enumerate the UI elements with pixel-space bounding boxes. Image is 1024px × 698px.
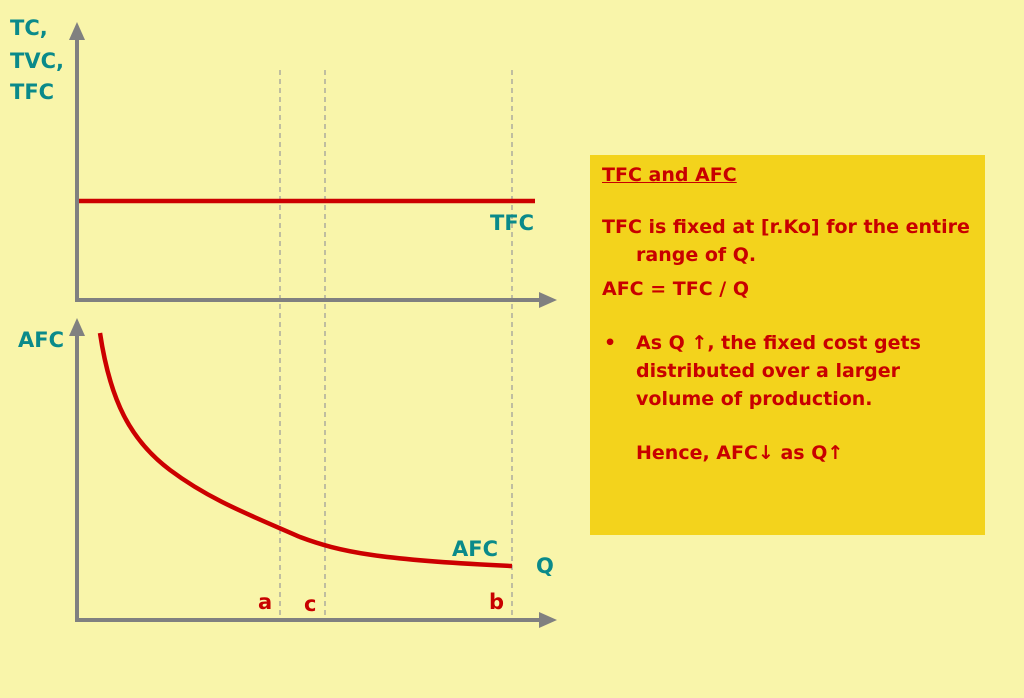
- y-axis-label: AFC: [18, 328, 64, 352]
- guide-lines: [279, 70, 513, 620]
- note-box: TFC and AFC TFC is fixed at [r.Ko] for t…: [590, 155, 985, 535]
- curve-label: TFC: [490, 211, 534, 235]
- afc-curve: [97, 332, 513, 569]
- note-paragraph: TFC is fixed at [r.Ko] for the entire ra…: [602, 216, 970, 266]
- note-bullet: As Q ↑, the fixed cost gets distributed …: [602, 329, 973, 413]
- y-axis-label: TVC,: [10, 49, 64, 73]
- note-conclusion: Hence, AFC↓ as Q↑: [636, 442, 844, 464]
- axis-arrows: [69, 22, 557, 628]
- curve-label: AFC: [452, 537, 498, 561]
- y-axis-label: TC,: [10, 16, 48, 40]
- x-axis-label: Q: [536, 554, 554, 578]
- note-paragraph: AFC = TFC / Q: [602, 278, 749, 300]
- y-axis-label: TFC: [10, 80, 54, 104]
- point-label: a: [258, 590, 272, 614]
- point-label: b: [489, 590, 504, 614]
- note-title: TFC and AFC: [602, 164, 737, 186]
- axes: [75, 34, 545, 622]
- point-label: c: [304, 592, 316, 616]
